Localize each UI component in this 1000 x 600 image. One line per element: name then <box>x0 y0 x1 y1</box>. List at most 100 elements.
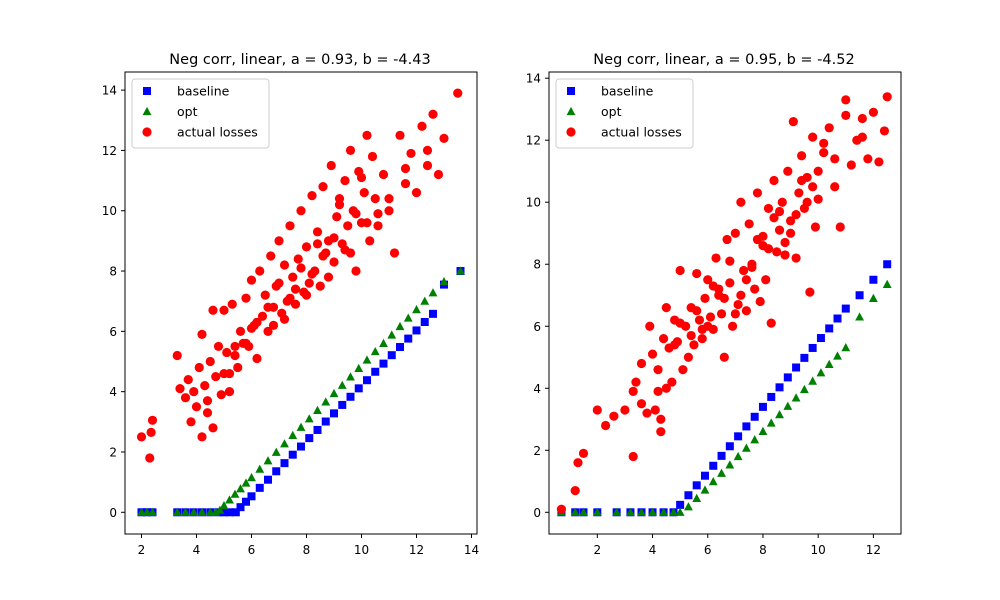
left-x-tick-label: 12 <box>409 543 424 557</box>
right-y-tick-label: 8 <box>533 258 541 272</box>
left-x-tick-label: 4 <box>193 543 201 557</box>
left-actual-losses-point <box>384 206 394 216</box>
left-baseline-point <box>272 467 281 476</box>
right-actual-losses-point <box>785 216 796 226</box>
left-baseline-point <box>280 459 289 468</box>
left-actual-losses-point <box>296 263 306 273</box>
left-series-actual-losses <box>136 88 463 463</box>
right-actual-losses-point <box>692 268 702 279</box>
right-actual-losses-point <box>578 448 589 458</box>
left-actual-losses-point <box>197 329 207 339</box>
right-opt-point <box>717 468 726 477</box>
right-actual-losses-point <box>658 334 669 344</box>
left-actual-losses-point <box>288 272 298 282</box>
right-baseline-point <box>717 451 726 460</box>
left-actual-losses-point <box>194 362 204 373</box>
right-actual-losses-point <box>653 386 663 396</box>
left-baseline-point <box>379 359 388 368</box>
right-opt-point <box>833 351 842 360</box>
left-opt-point <box>456 266 465 275</box>
left-baseline-point <box>255 483 264 492</box>
left-actual-losses-point <box>279 260 290 270</box>
right-legend-label: opt <box>601 104 622 119</box>
right-opt-point <box>692 493 702 502</box>
right-actual-losses-point <box>813 166 823 176</box>
right-actual-losses-point <box>763 203 774 214</box>
left-baseline-point <box>236 503 245 512</box>
left-actual-losses-point <box>208 305 218 315</box>
left-baseline-point <box>338 400 347 409</box>
right-actual-losses-point <box>570 485 580 496</box>
left-actual-losses-point <box>367 151 378 162</box>
left-opt-point <box>236 484 245 493</box>
right-actual-losses-point <box>863 154 873 164</box>
left-opt-point <box>241 478 251 487</box>
left-opt-point <box>263 456 273 465</box>
left-actual-losses-point <box>356 172 367 183</box>
left-actual-losses-point <box>422 145 433 156</box>
left-actual-losses-point <box>202 396 213 406</box>
right-actual-losses-point <box>689 340 699 350</box>
left-baseline-point <box>321 417 330 426</box>
right-actual-losses-point <box>868 107 878 117</box>
right-actual-losses-point <box>752 188 763 198</box>
left-baseline-point <box>346 392 355 401</box>
right-actual-losses-point <box>675 318 685 328</box>
left-baseline-point <box>313 425 322 434</box>
right-actual-losses-point <box>705 312 716 322</box>
left-opt-point <box>148 507 157 516</box>
left-actual-losses-point <box>227 299 237 309</box>
right-actual-losses-point <box>650 405 660 415</box>
right-actual-losses-point <box>741 275 751 285</box>
left-baseline-point <box>242 497 250 506</box>
left-actual-losses-point <box>373 221 383 231</box>
left-actual-losses-point <box>189 387 199 397</box>
right-baseline-point <box>800 353 809 362</box>
right-y-tick-label: 0 <box>533 506 541 520</box>
right-subplot-title: Neg corr, linear, a = 0.95, b = -4.52 <box>593 52 854 68</box>
right-actual-losses-point <box>755 296 765 307</box>
right-baseline-point <box>883 260 892 269</box>
left-actual-losses-point <box>246 323 257 333</box>
left-actual-losses-point <box>315 281 325 291</box>
right-actual-losses-point <box>785 228 796 238</box>
right-actual-losses-point <box>675 265 685 276</box>
left-opt-point <box>197 507 207 516</box>
right-baseline-point <box>869 275 878 284</box>
right-opt-point <box>648 507 657 516</box>
left-baseline-point <box>225 508 234 517</box>
left-legend-marker-baseline <box>143 87 151 95</box>
right-actual-losses-point <box>780 250 790 260</box>
left-baseline-point <box>231 508 240 517</box>
right-actual-losses-point <box>788 117 798 127</box>
right-actual-losses-point <box>810 222 821 232</box>
left-baseline-point <box>305 434 314 443</box>
left-actual-losses-point <box>329 257 339 267</box>
left-actual-losses-point <box>285 293 295 303</box>
right-subplot: Neg corr, linear, a = 0.95, b = -4.52 2 4… <box>526 52 902 557</box>
left-y-tick-label: 12 <box>102 144 117 158</box>
left-legend-marker-actual-losses <box>142 127 152 137</box>
right-x-tick-label: 4 <box>649 543 657 557</box>
left-actual-losses-point <box>345 248 356 258</box>
left-actual-losses-point <box>304 278 314 288</box>
left-actual-losses-point <box>145 453 155 463</box>
left-actual-losses-point <box>285 221 295 231</box>
right-actual-losses-point <box>628 451 638 462</box>
left-actual-losses-point <box>417 121 427 131</box>
left-opt-point <box>329 388 339 398</box>
left-actual-losses-point <box>202 408 213 418</box>
left-opt-point <box>321 397 331 406</box>
left-baseline-point <box>330 409 338 418</box>
left-baseline-point <box>297 442 305 451</box>
left-actual-losses-point <box>329 233 339 243</box>
right-actual-losses-point <box>727 321 738 331</box>
left-actual-losses-point <box>246 275 257 285</box>
right-actual-losses-point <box>736 197 746 207</box>
right-actual-losses-point <box>739 265 749 276</box>
left-actual-losses-point <box>400 178 411 189</box>
left-actual-losses-point <box>340 175 350 186</box>
left-opt-point <box>387 330 397 339</box>
left-actual-losses-point <box>345 145 356 156</box>
right-actual-losses-point <box>692 306 702 316</box>
